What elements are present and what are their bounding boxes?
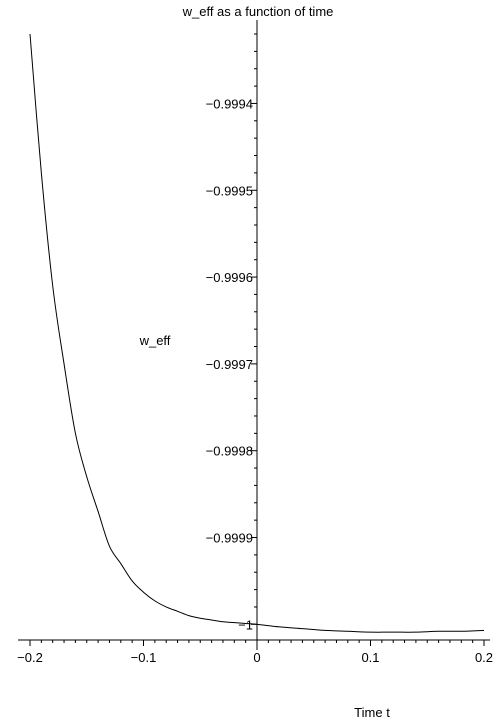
y-tick-label: −0.9998: [206, 444, 253, 459]
y-tick-label: −0.9997: [206, 357, 253, 372]
y-tick-label: −1: [238, 617, 253, 632]
y-tick-label: −0.9999: [206, 531, 253, 546]
plot-area: [29, 33, 485, 633]
x-tick-label: 0.1: [361, 650, 379, 665]
axes: −0.2 −0.1 0 0.1 0.2 −1 −0.9999 −0.9998 −0.9997 −0…: [17, 20, 493, 665]
x-tick-label: 0: [253, 650, 260, 665]
series-line: [29, 33, 485, 633]
y-tick-label: −0.9994: [206, 96, 253, 111]
x-tick-label: −0.2: [17, 650, 43, 665]
chart-title: w_eff as a function of time: [182, 4, 334, 19]
x-axis-label: Time t: [354, 705, 390, 720]
y-tick-label: −0.9995: [206, 183, 253, 198]
x-tick-label: 0.2: [475, 650, 493, 665]
y-axis-label: w_eff: [139, 333, 171, 348]
x-tick-label: −0.1: [131, 650, 157, 665]
y-tick-label: −0.9996: [206, 270, 253, 285]
